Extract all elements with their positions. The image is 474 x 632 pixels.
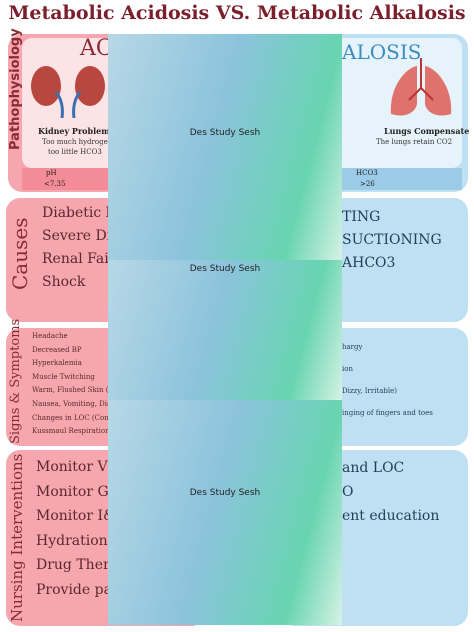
list-item: Warm, Flushed Skin (Vaso — [32, 386, 125, 395]
list-item: Shock — [42, 274, 86, 290]
right-lab-value: >26 — [360, 180, 375, 188]
left-lab-value: <7.35 — [44, 180, 66, 188]
overlay-text: Des Study Sesh — [189, 488, 261, 498]
list-item: Changes in LOC (Confusion — [32, 413, 131, 422]
left-detail: Too much hydrogen, — [42, 138, 115, 146]
list-item: hargy — [342, 343, 363, 351]
overlay-text: Des Study Sesh — [189, 264, 261, 274]
left-detail: too little HCO3 — [48, 148, 102, 156]
list-item: Hydration — [36, 532, 108, 549]
list-item: Nausea, Vomiting, Diarrh — [32, 399, 123, 408]
list-item: Provide patie — [36, 581, 131, 598]
list-item: ent education — [342, 508, 440, 524]
title: Metabolic Acidosis VS. Metabolic Alkalos… — [8, 2, 466, 24]
right-detail: The lungs retain CO2 — [376, 138, 453, 146]
watermark-overlay: Des Study Sesh — [108, 34, 342, 260]
list: hargy ion Dizzy, Irritable) inging of finge… — [342, 336, 433, 424]
list-item: Kussmaul Respirations (Co — [32, 427, 128, 436]
list-item: Decreased BP — [32, 345, 82, 354]
list-item: O — [342, 484, 354, 500]
list-item: Dizzy, Irritable) — [342, 387, 397, 395]
list-item: Muscle Twitching — [32, 372, 95, 381]
list-item: Renal Failu — [42, 251, 123, 267]
right-lab-band — [330, 168, 462, 190]
lungs-icon — [390, 58, 452, 116]
list-item: SUCTIONING — [342, 232, 442, 248]
watermark-overlay: Des Study Sesh — [108, 400, 342, 625]
list-item: Hyperkalemia — [32, 359, 82, 368]
section-label: Pathophysiology — [8, 28, 23, 150]
section-label: Signs & Symptoms — [8, 318, 23, 444]
list: Headache Decreased BP Hyperkalemia Muscle T… — [32, 330, 130, 439]
list-item: and LOC — [342, 460, 405, 476]
right-caption: Lungs Compensate — [384, 126, 470, 136]
left-lab: pH — [46, 169, 57, 177]
list: TING SUCTIONING AHCO3 — [342, 206, 442, 275]
list: Monitor VS & Monitor GI & Monitor I&O Hydra… — [36, 455, 135, 602]
list-item: TING — [342, 209, 381, 225]
right-lab: HCO3 — [356, 169, 378, 177]
list-item: Diabetic ket — [42, 205, 129, 221]
right-heading: ALOSIS — [342, 40, 422, 64]
left-caption: Kidney Problem — [38, 126, 110, 136]
list-item: AHCO3 — [342, 255, 396, 271]
list-item: ion — [342, 365, 353, 373]
kidney-icon — [31, 66, 105, 118]
section-label: Nursing Interventions — [8, 453, 26, 622]
overlay-text: Des Study Sesh — [189, 128, 261, 138]
list-item: Monitor GI & — [36, 483, 132, 500]
list-item: inging of fingers and toes — [342, 409, 433, 417]
list-item: Headache — [32, 332, 68, 340]
list-item: Monitor I&O — [36, 508, 127, 524]
watermark-overlay: Des Study Sesh — [108, 260, 342, 400]
section-label: Causes — [8, 217, 32, 290]
